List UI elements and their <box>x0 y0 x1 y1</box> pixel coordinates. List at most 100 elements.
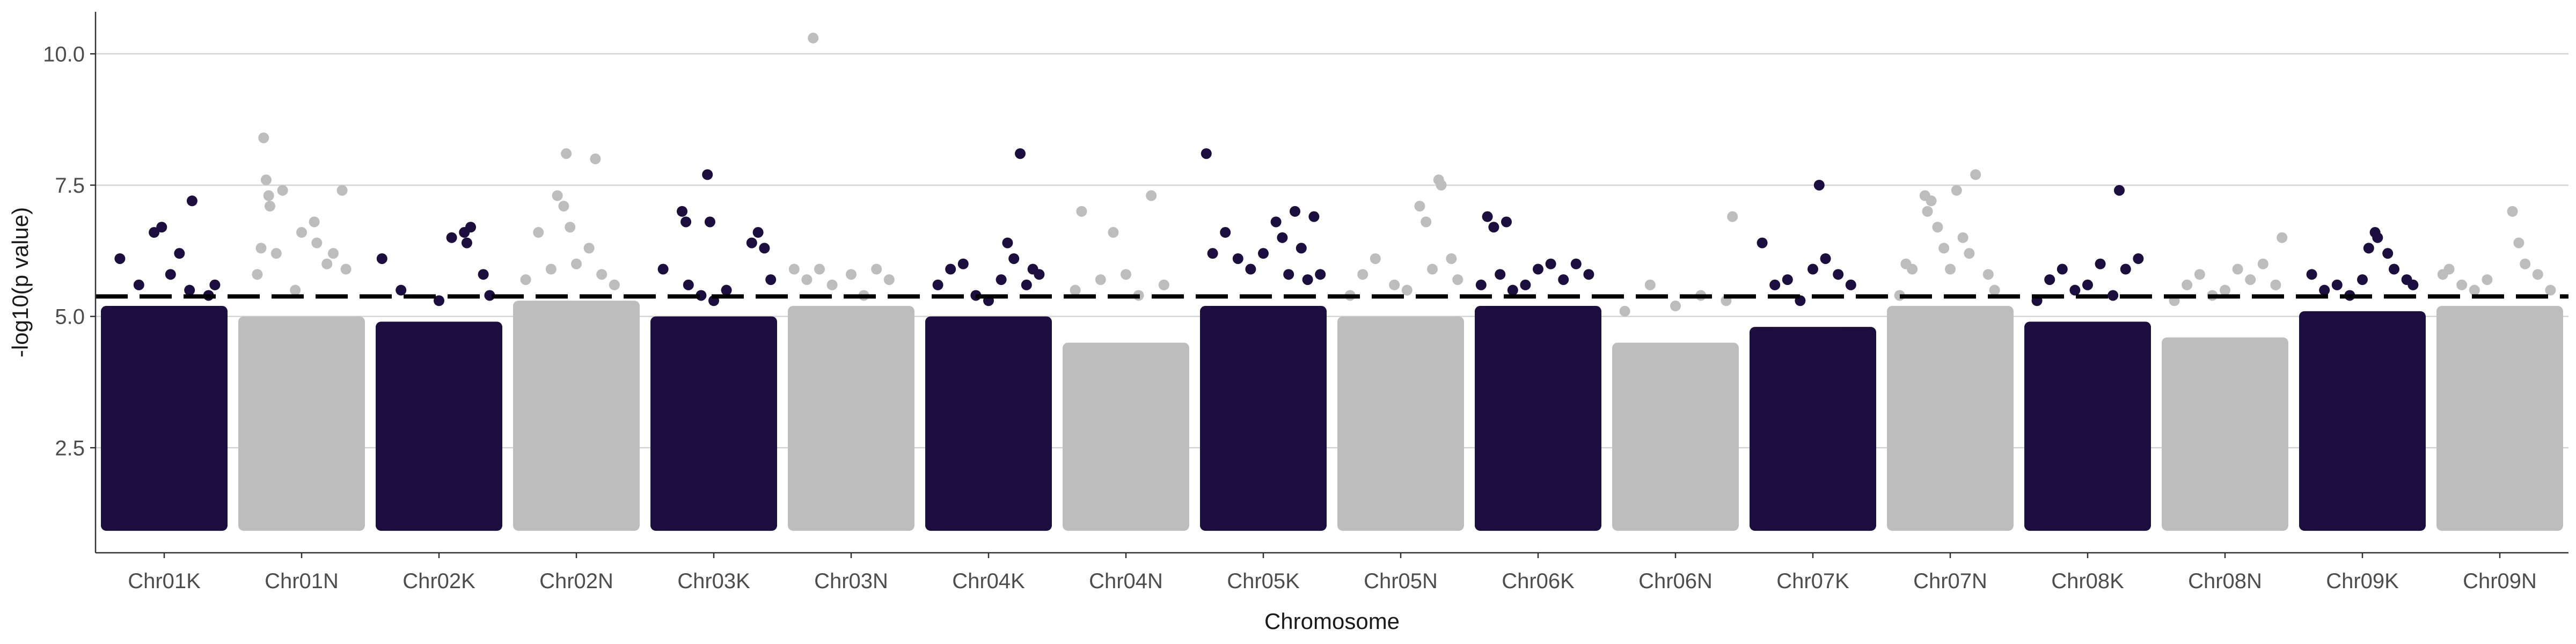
data-point <box>260 174 272 186</box>
data-point <box>1220 227 1231 238</box>
data-point <box>1619 305 1630 317</box>
data-point <box>1452 274 1463 286</box>
data-point <box>2407 279 2419 290</box>
data-point <box>1290 206 1300 217</box>
data-point <box>461 237 472 248</box>
data-point <box>2443 264 2455 275</box>
data-point <box>265 201 275 212</box>
data-point <box>396 284 407 296</box>
data-point <box>2319 284 2330 296</box>
chromosome-point-band-chr08k <box>2024 321 2151 531</box>
data-point <box>945 264 956 275</box>
y-axis-ticks: 2.5 5.0 7.5 10.0 <box>43 42 96 460</box>
x-tick-label: Chr08N <box>2188 569 2262 593</box>
data-point <box>270 248 282 259</box>
data-point <box>1146 190 1157 201</box>
data-point <box>309 216 320 228</box>
data-point <box>2095 258 2106 269</box>
x-tick-label: Chr02K <box>402 569 475 593</box>
data-point <box>1245 264 1256 275</box>
data-point <box>1820 253 1831 264</box>
data-point <box>2044 274 2055 286</box>
data-point <box>446 232 457 243</box>
data-point <box>657 264 669 275</box>
data-point <box>1446 253 1457 264</box>
data-point <box>1270 216 1282 228</box>
data-point <box>2220 284 2230 296</box>
data-point <box>1436 179 1447 191</box>
data-point <box>752 227 764 238</box>
data-point <box>680 216 692 228</box>
data-point <box>258 132 269 143</box>
x-tick-label: Chr08K <box>2051 569 2124 593</box>
data-point <box>1769 279 1781 290</box>
data-point <box>808 32 819 43</box>
data-point <box>2456 279 2468 290</box>
data-point <box>2372 232 2383 243</box>
x-tick-label: Chr05N <box>1364 569 1438 593</box>
data-point <box>1158 279 1169 290</box>
data-point <box>683 279 694 290</box>
data-point <box>1845 279 1856 290</box>
data-point <box>1644 279 1656 290</box>
data-point <box>263 190 274 201</box>
data-point <box>1207 248 1218 259</box>
data-point <box>311 237 323 248</box>
data-point <box>1757 237 1768 248</box>
data-point <box>133 279 144 290</box>
data-point <box>434 295 444 306</box>
x-tick-label: Chr04K <box>952 569 1025 593</box>
data-point <box>376 253 387 264</box>
data-point <box>277 185 288 196</box>
data-point <box>1507 284 1518 296</box>
data-point <box>2114 185 2125 196</box>
data-point <box>2107 290 2119 301</box>
x-tick-label: Chr04N <box>1089 569 1163 593</box>
data-point <box>2306 269 2317 280</box>
x-axis-title: Chromosome <box>1264 609 1400 634</box>
chromosome-point-band-chr09n <box>2436 306 2563 531</box>
data-point <box>677 206 687 217</box>
data-point <box>2257 258 2268 269</box>
data-point <box>552 190 563 201</box>
data-point <box>290 284 301 296</box>
x-tick-label: Chr01N <box>265 569 339 593</box>
chromosome-point-band-chr02k <box>376 321 502 531</box>
data-point <box>1357 269 1368 280</box>
data-point <box>1302 274 1313 286</box>
data-point <box>1421 216 1432 228</box>
data-point <box>1520 279 1531 290</box>
data-point <box>746 237 757 248</box>
data-point <box>2245 274 2256 286</box>
data-point <box>1277 232 1288 243</box>
chromosome-point-band-chr08n <box>2162 337 2288 531</box>
data-point <box>2133 253 2144 264</box>
data-point <box>165 269 176 280</box>
data-point <box>590 153 601 165</box>
data-point <box>209 279 221 290</box>
data-point <box>957 258 969 269</box>
data-point <box>1034 269 1045 280</box>
data-point <box>1002 237 1013 248</box>
data-point <box>765 274 777 286</box>
data-point <box>520 274 531 286</box>
chromosome-point-band-chr02n <box>513 301 640 531</box>
chromosome-point-band-chr04n <box>1063 342 1189 531</box>
data-point <box>1315 269 1326 280</box>
data-point <box>788 264 800 275</box>
data-point <box>296 227 307 238</box>
data-point <box>1813 179 1825 191</box>
data-point <box>1782 274 1793 286</box>
chromosome-point-band-chr07n <box>1887 306 2014 531</box>
data-point <box>1670 301 1681 312</box>
data-point <box>571 258 582 269</box>
y-tick-label: 7.5 <box>55 174 85 197</box>
data-point <box>1475 279 1487 290</box>
data-point <box>1095 274 1106 286</box>
data-point <box>478 269 489 280</box>
chromosome-point-band-chr04k <box>925 316 1052 531</box>
data-point <box>1121 269 1131 280</box>
y-tick-label: 2.5 <box>55 436 85 460</box>
y-tick-label: 5.0 <box>55 305 85 329</box>
